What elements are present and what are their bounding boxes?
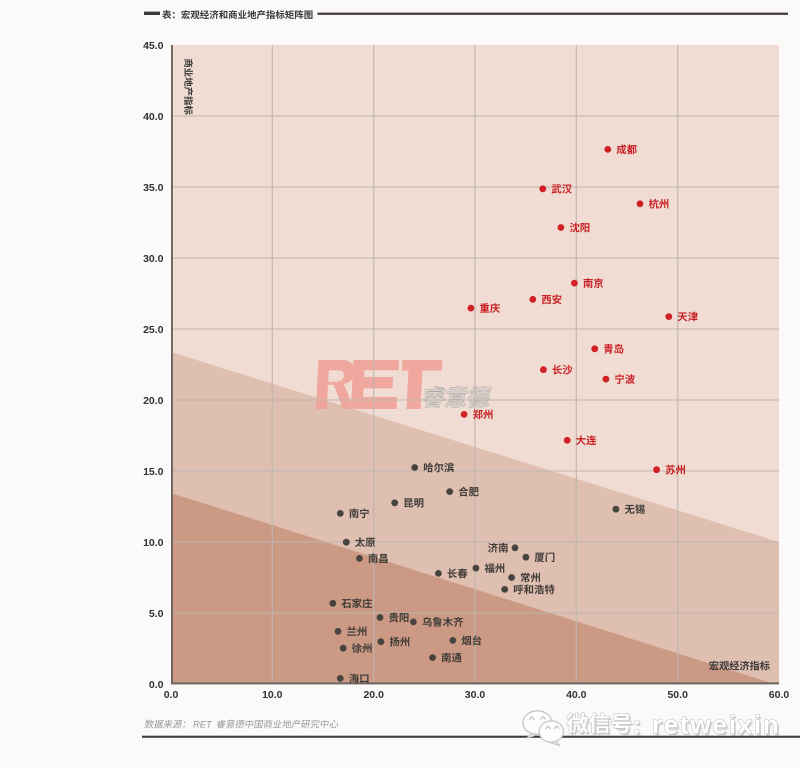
svg-text:30.0: 30.0 [465, 689, 486, 701]
svg-text:10.0: 10.0 [143, 537, 164, 549]
svg-text:0.0: 0.0 [149, 679, 164, 691]
svg-text:10.0: 10.0 [262, 689, 283, 701]
svg-text:30.0: 30.0 [143, 253, 164, 265]
svg-text:40.0: 40.0 [143, 111, 164, 123]
svg-text:50.0: 50.0 [667, 689, 688, 701]
svg-text:: retweixin: : retweixin [634, 711, 782, 741]
svg-text:60.0: 60.0 [769, 689, 790, 701]
svg-text:35.0: 35.0 [143, 182, 164, 194]
svg-text:0.0: 0.0 [164, 689, 179, 701]
svg-text:5.0: 5.0 [149, 608, 164, 620]
svg-text:20.0: 20.0 [363, 689, 384, 701]
svg-text:20.0: 20.0 [143, 395, 164, 407]
svg-text:45.0: 45.0 [143, 40, 164, 52]
svg-text:: retweixin: : retweixin [633, 710, 781, 740]
svg-text:RET: RET [193, 719, 213, 730]
svg-text:25.0: 25.0 [143, 324, 164, 336]
svg-text:15.0: 15.0 [143, 466, 164, 478]
svg-text:40.0: 40.0 [566, 689, 587, 701]
